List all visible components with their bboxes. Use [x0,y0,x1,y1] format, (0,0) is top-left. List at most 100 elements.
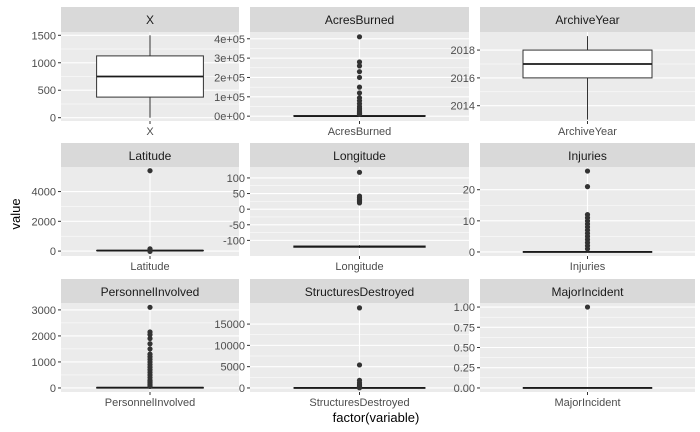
outlier-point [584,304,591,310]
y-tick-label: 0 [50,383,56,395]
outlier-point [147,168,153,174]
outlier-point [356,84,363,90]
outlier-point [356,59,363,65]
y-tick-label: 1000 [32,58,56,70]
facet-strip [480,143,695,167]
outlier-point [584,184,591,190]
x-tick-label: Longitude [335,261,383,273]
x-axis-title: factor(variable) [333,410,420,425]
y-tick-label: 10000 [214,340,245,352]
facet-strip-label: AcresBurned [325,13,394,27]
outlier-point [356,111,363,117]
y-tick-label: 0.00 [454,383,475,395]
outlier-point [147,346,153,352]
y-tick-label: -50 [229,220,245,232]
outlier-point [356,169,363,175]
outlier-point [356,63,363,69]
y-tick-label: 20 [463,185,475,197]
outlier-point [147,304,153,310]
x-tick-label: Injuries [570,261,606,273]
facet-strip [61,143,239,167]
y-tick-label: 3e+05 [214,53,245,65]
y-tick-label: 0e+00 [214,111,245,123]
facet-strip [250,143,469,167]
facet-PersonnelInvolved: PersonnelInvolved 0 1000 2000 3000 PersonnelI… [32,279,239,409]
outlier-point [147,383,153,390]
outlier-point [356,385,363,391]
outlier-point [356,200,363,206]
y-tick-label: 5000 [221,362,245,374]
facet-panels: X050010001500XAcresBurned0e+001e+052e+05… [32,7,695,409]
y-tick-label: 2000 [32,331,56,343]
y-tick-label: 15000 [214,319,245,331]
facet-Longitude: Longitude -100 -50 0 50 100 Longitude [223,143,469,273]
y-tick-label: 10 [463,216,475,228]
y-tick-label: -100 [223,235,245,247]
y-tick-label: 1e+05 [214,92,245,104]
y-tick-label: 4e+05 [214,34,245,46]
facet-Injuries: Injuries 0 10 20 Injuries [463,143,695,273]
facet-strip [61,7,239,32]
outlier-point [147,335,153,342]
x-tick-label: MajorIncident [554,397,620,409]
facet-X: X 0 500 1000 1500 X [32,7,239,138]
y-tick-label: 1000 [32,357,56,369]
y-tick-label: 0.25 [454,363,475,375]
y-tick-label: 0 [50,246,56,258]
facet-strip-label: Latitude [129,149,172,163]
outlier-point [147,248,153,254]
facet-strip-label: Injuries [568,149,607,163]
y-tick-label: 2014 [451,101,475,113]
facet-MajorIncident: MajorIncident 0.00 0.25 0.50 0.75 1.00 MajorIn… [454,279,695,409]
outlier-point [356,305,363,311]
y-tick-label: 0.50 [454,343,475,355]
outlier-point [356,90,363,96]
facet-strip-label: X [146,13,154,27]
facet-strip-label: Longitude [333,149,386,163]
y-tick-label: 3000 [32,305,56,317]
y-tick-label: 4000 [32,187,56,199]
facet-strip [250,7,469,32]
x-tick-label: StructuresDestroyed [309,397,409,409]
y-tick-label: 2e+05 [214,72,245,84]
x-tick-label: X [146,126,154,138]
facet-strip-label: PersonnelInvolved [101,285,200,299]
facet-strip-label: MajorIncident [551,285,624,299]
y-tick-label: 2016 [451,73,475,85]
outlier-point [356,34,363,40]
y-tick-label: 50 [233,189,245,201]
y-tick-label: 100 [227,173,245,185]
y-tick-label: 0 [50,113,56,125]
y-axis-title: value [8,198,23,229]
y-tick-label: 0 [239,383,245,395]
x-tick-label: ArchiveYear [558,126,617,138]
facet-strip [61,279,239,303]
y-tick-label: 1500 [32,30,56,42]
y-tick-label: 0.75 [454,322,475,334]
y-tick-label: 2018 [451,45,475,57]
y-tick-label: 2000 [32,216,56,228]
outlier-point [356,69,363,75]
outlier-point [584,246,591,252]
outlier-point [147,341,153,347]
facet-Latitude: Latitude 0 2000 4000 Latitude [32,143,239,273]
y-tick-label: 500 [38,85,56,97]
outlier-point [147,332,153,338]
y-tick-label: 1.00 [454,302,475,314]
facet-strip-label: ArchiveYear [555,13,619,27]
facet-strip [480,279,695,303]
y-tick-label: 0 [239,204,245,216]
y-tick-label: 0 [469,247,475,259]
facet-ArchiveYear: ArchiveYear 2014 2016 2018 ArchiveYear [451,7,695,138]
facet-strip [250,279,469,303]
x-tick-label: PersonnelInvolved [105,397,196,409]
outlier-point [356,74,363,81]
facet-AcresBurned: AcresBurned 0e+00 1e+05 2e+05 3e+05 4e+05 Acre… [214,7,469,138]
facet-strip-label: StructuresDestroyed [305,285,414,299]
facet-strip [480,7,695,32]
outlier-point [584,168,591,174]
outlier-point [356,362,363,368]
x-tick-label: AcresBurned [328,126,392,138]
